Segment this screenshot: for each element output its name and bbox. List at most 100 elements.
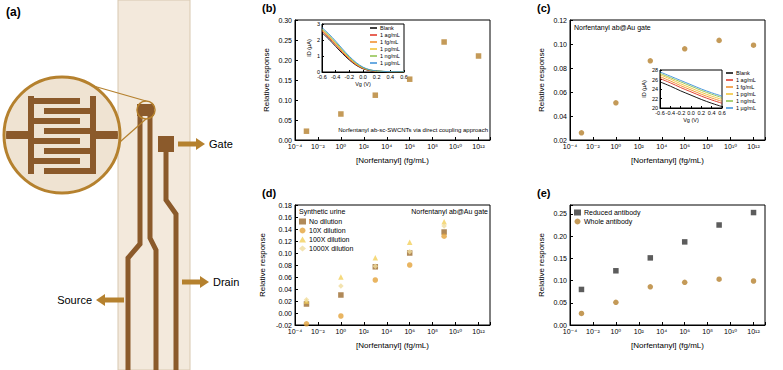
svg-text:1 ag/mL: 1 ag/mL: [380, 32, 400, 38]
svg-text:0.15: 0.15: [278, 77, 292, 84]
svg-text:0.10: 0.10: [553, 277, 567, 284]
svg-text:10¹⁰: 10¹⁰: [449, 143, 462, 150]
svg-text:10¹²: 10¹²: [472, 143, 485, 150]
svg-text:10⁻⁴: 10⁻⁴: [563, 143, 578, 150]
svg-text:0.16: 0.16: [278, 214, 292, 221]
svg-text:Vg (V): Vg (V): [355, 81, 371, 87]
svg-text:0.30: 0.30: [278, 17, 292, 24]
svg-text:10⁰: 10⁰: [336, 328, 347, 335]
svg-text:0.20: 0.20: [278, 57, 292, 64]
svg-text:10⁰: 10⁰: [611, 328, 622, 335]
svg-text:[Norfentanyl] (fg/mL): [Norfentanyl] (fg/mL): [631, 341, 704, 350]
svg-text:22: 22: [652, 96, 658, 102]
svg-text:10⁶: 10⁶: [679, 328, 690, 335]
svg-text:1 µg/mL: 1 µg/mL: [380, 60, 400, 66]
svg-text:0.10: 0.10: [278, 250, 292, 257]
svg-text:1: 1: [317, 53, 320, 59]
svg-text:10⁸: 10⁸: [702, 328, 713, 335]
svg-text:0.04: 0.04: [553, 113, 567, 120]
svg-text:10⁶: 10⁶: [404, 143, 415, 150]
svg-text:10⁻⁴: 10⁻⁴: [563, 328, 578, 335]
svg-text:0.12: 0.12: [278, 238, 292, 245]
svg-text:0.10: 0.10: [553, 41, 567, 48]
svg-text:ID (µA): ID (µA): [306, 39, 312, 57]
svg-text:-0.6: -0.6: [655, 110, 664, 116]
svg-text:0.08: 0.08: [278, 262, 292, 269]
svg-text:3: 3: [317, 21, 320, 27]
svg-text:0.4: 0.4: [387, 74, 395, 80]
svg-text:-0.4: -0.4: [666, 110, 675, 116]
svg-text:0.02: 0.02: [278, 298, 292, 305]
svg-text:0.18: 0.18: [278, 202, 292, 209]
svg-text:0.06: 0.06: [278, 274, 292, 281]
svg-text:-0.2: -0.2: [676, 110, 685, 116]
svg-text:0.14: 0.14: [278, 226, 292, 233]
svg-text:(e): (e): [537, 187, 551, 199]
svg-text:10⁴: 10⁴: [381, 143, 392, 150]
svg-text:(d): (d): [262, 187, 276, 199]
svg-text:0.00: 0.00: [278, 310, 292, 317]
svg-text:26: 26: [652, 77, 658, 83]
svg-text:0.25: 0.25: [553, 210, 567, 217]
svg-text:10⁻²: 10⁻²: [586, 328, 600, 335]
svg-text:-0.4: -0.4: [331, 74, 340, 80]
svg-text:10⁶: 10⁶: [679, 143, 690, 150]
svg-text:10⁸: 10⁸: [702, 143, 713, 150]
svg-text:0.2: 0.2: [698, 110, 706, 116]
svg-text:Blank: Blank: [380, 25, 394, 31]
svg-text:24: 24: [652, 86, 658, 92]
svg-text:10²: 10²: [634, 328, 645, 335]
svg-text:(c): (c): [537, 2, 551, 14]
svg-text:[Norfentanyl] (fg/mL): [Norfentanyl] (fg/mL): [631, 156, 704, 165]
svg-text:10⁴: 10⁴: [656, 328, 667, 335]
svg-text:0.0: 0.0: [359, 74, 367, 80]
svg-text:Norfentanyl ab-sc-SWCNTs via d: Norfentanyl ab-sc-SWCNTs via direct coup…: [338, 127, 488, 133]
svg-text:Norfentanyl ab@Au gate: Norfentanyl ab@Au gate: [411, 208, 488, 216]
svg-text:100X dilution: 100X dilution: [309, 236, 350, 243]
svg-text:-0.2: -0.2: [345, 74, 354, 80]
svg-text:10⁻²: 10⁻²: [586, 143, 600, 150]
svg-text:10⁻²: 10⁻²: [311, 328, 325, 335]
svg-text:10⁶: 10⁶: [404, 328, 415, 335]
svg-text:Norfentanyl ab@Au gate: Norfentanyl ab@Au gate: [574, 24, 651, 32]
svg-text:1 fg/mL: 1 fg/mL: [736, 84, 754, 90]
svg-text:Reduced antibody: Reduced antibody: [584, 209, 641, 217]
svg-text:1 ag/mL: 1 ag/mL: [736, 77, 756, 83]
svg-text:10⁰: 10⁰: [611, 143, 622, 150]
svg-text:10²: 10²: [359, 328, 370, 335]
svg-text:1000X dilution: 1000X dilution: [309, 245, 353, 252]
svg-text:[Norfentanyl] (fg/mL): [Norfentanyl] (fg/mL): [356, 156, 429, 165]
svg-text:10⁻⁴: 10⁻⁴: [288, 143, 303, 150]
svg-text:(b): (b): [262, 2, 276, 14]
svg-text:10⁻²: 10⁻²: [311, 143, 325, 150]
svg-text:Synthetic urine: Synthetic urine: [299, 208, 345, 216]
svg-text:Source: Source: [57, 294, 92, 306]
svg-text:10¹⁰: 10¹⁰: [449, 328, 462, 335]
svg-text:Whole antibody: Whole antibody: [584, 218, 633, 226]
svg-text:0.05: 0.05: [553, 299, 567, 306]
svg-text:1 ng/mL: 1 ng/mL: [380, 53, 400, 59]
svg-text:10²: 10²: [634, 143, 645, 150]
svg-text:10⁸: 10⁸: [427, 143, 438, 150]
svg-text:Relative response: Relative response: [537, 232, 546, 297]
svg-text:0.6: 0.6: [400, 74, 408, 80]
svg-text:ID (µA): ID (µA): [641, 80, 647, 98]
svg-text:0.08: 0.08: [553, 65, 567, 72]
svg-text:1 ng/mL: 1 ng/mL: [736, 98, 756, 104]
svg-text:10¹²: 10¹²: [472, 328, 485, 335]
svg-text:1 µg/mL: 1 µg/mL: [736, 105, 756, 111]
svg-text:28: 28: [652, 67, 658, 73]
svg-text:0.06: 0.06: [553, 89, 567, 96]
svg-text:1 fg/mL: 1 fg/mL: [380, 39, 398, 45]
svg-text:Blank: Blank: [736, 70, 750, 76]
svg-text:10⁸: 10⁸: [427, 328, 438, 335]
svg-text:1 pg/mL: 1 pg/mL: [380, 46, 400, 52]
svg-text:10⁴: 10⁴: [656, 143, 667, 150]
svg-text:0.0: 0.0: [687, 110, 695, 116]
svg-text:-0.6: -0.6: [317, 74, 326, 80]
svg-text:0.12: 0.12: [553, 17, 567, 24]
svg-text:Relative response: Relative response: [537, 47, 546, 112]
svg-text:10⁴: 10⁴: [381, 328, 392, 335]
svg-text:10¹²: 10¹²: [747, 143, 760, 150]
svg-text:10⁻⁴: 10⁻⁴: [288, 328, 303, 335]
